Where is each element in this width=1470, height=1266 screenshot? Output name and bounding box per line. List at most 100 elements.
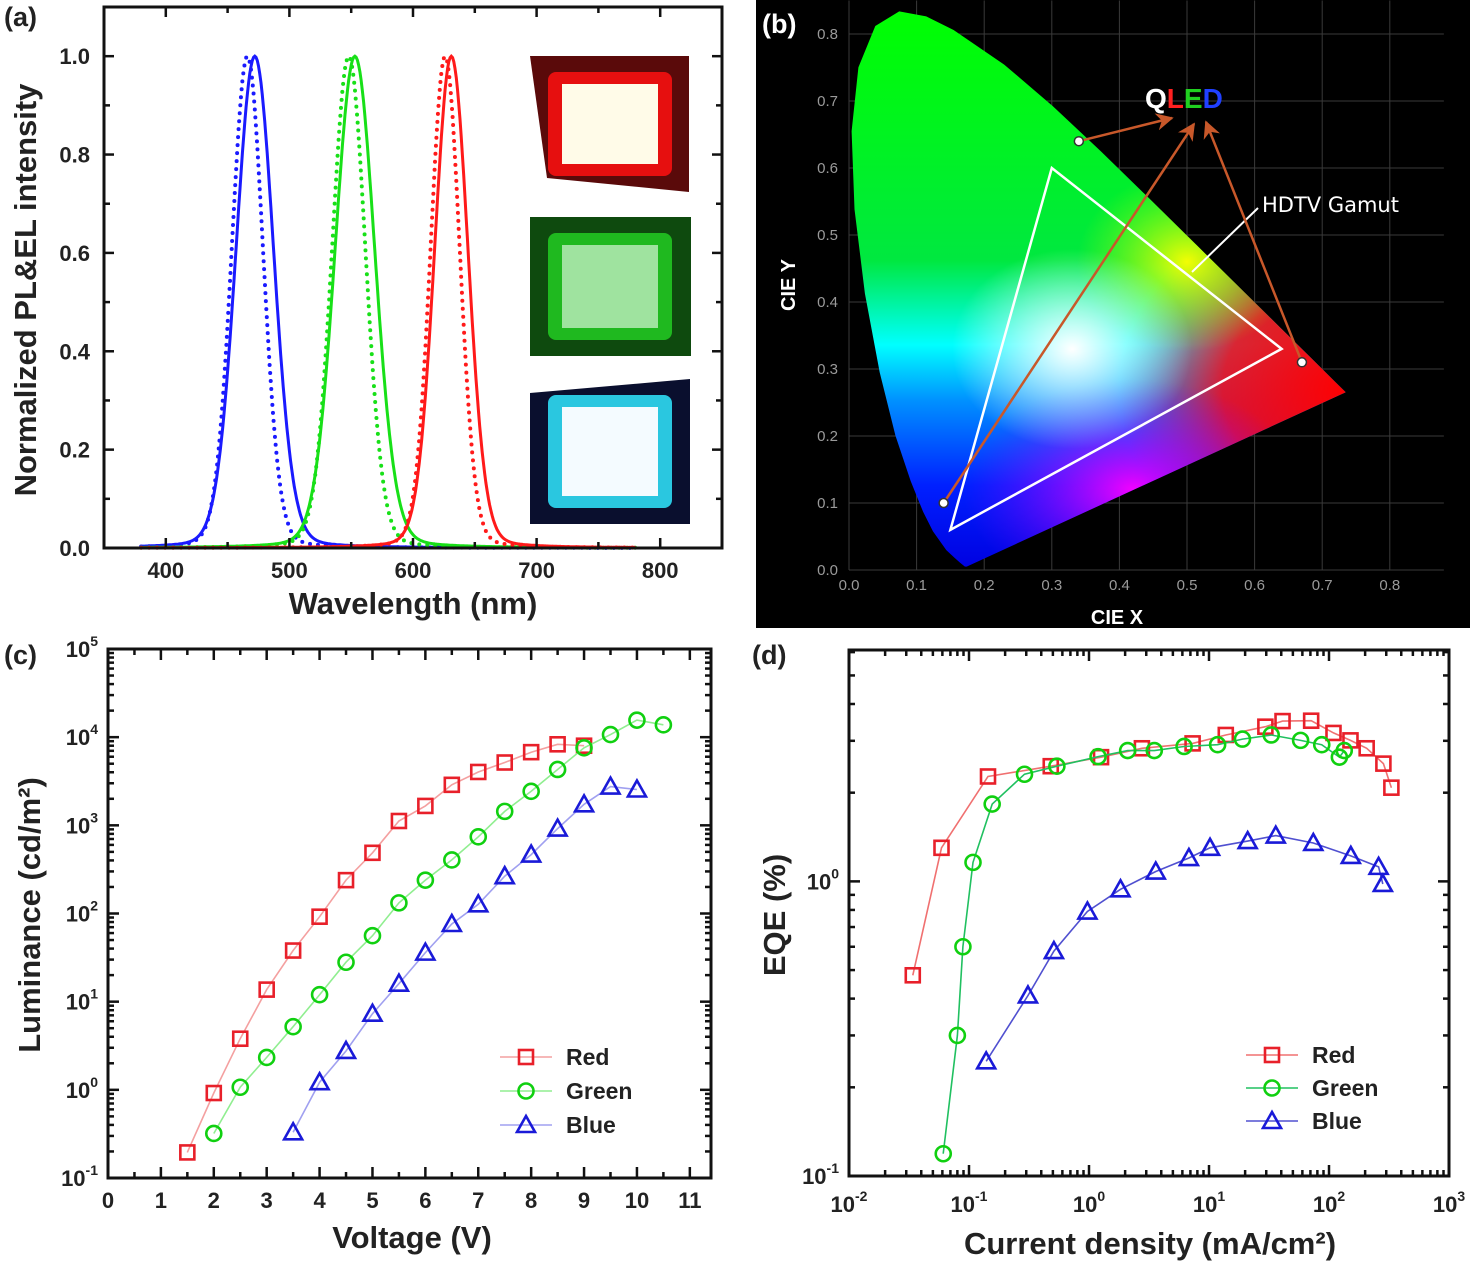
data-point-red bbox=[311, 908, 328, 925]
x-axis-title-a: Wavelength (nm) bbox=[289, 586, 538, 621]
data-point-blue bbox=[1264, 823, 1287, 844]
x-axis-title-c: Voltage (V) bbox=[332, 1220, 492, 1255]
data-point-red bbox=[549, 736, 566, 753]
x-tick-label-a: 800 bbox=[642, 558, 679, 583]
data-point-blue bbox=[599, 774, 622, 795]
y-tick-label-a: 0.2 bbox=[59, 438, 90, 463]
data-point-green bbox=[443, 851, 461, 869]
y-axis-title-b: CIE Y bbox=[778, 258, 800, 311]
y-tick-label-b: 0.2 bbox=[817, 428, 838, 445]
data-point-green bbox=[1015, 765, 1034, 784]
series-green bbox=[934, 726, 1354, 1163]
data-point-green bbox=[1291, 731, 1310, 750]
x-tick-label-a: 500 bbox=[271, 558, 308, 583]
data-point-green bbox=[1262, 726, 1281, 744]
data-point-red bbox=[522, 743, 540, 761]
series-line-blue bbox=[292, 785, 637, 1133]
data-point-green bbox=[1145, 741, 1164, 760]
legend-c: Red Green Blue bbox=[500, 1044, 632, 1138]
legend-d: Red Green Blue bbox=[1246, 1042, 1378, 1134]
device-photo-green bbox=[530, 217, 691, 356]
y-tick-label-c: 105 bbox=[66, 633, 98, 662]
data-point-green bbox=[337, 953, 355, 972]
data-point-blue bbox=[625, 777, 649, 798]
y-tick-label-b: 0.4 bbox=[817, 294, 838, 311]
data-point-blue bbox=[440, 912, 464, 933]
data-point-red bbox=[364, 844, 381, 862]
cie-point-blue bbox=[938, 497, 949, 509]
data-point-green bbox=[601, 725, 620, 744]
y-tick-label-b: 0.5 bbox=[817, 227, 838, 244]
data-point-green bbox=[390, 894, 408, 912]
legend-marker-circle bbox=[517, 1082, 535, 1100]
data-point-red bbox=[1383, 779, 1400, 796]
arrow-blue bbox=[942, 122, 1196, 504]
data-point-red bbox=[179, 1144, 196, 1161]
legend-marker-triangle bbox=[1260, 1109, 1284, 1130]
qled-annotation: QLED bbox=[1145, 83, 1223, 114]
x-tick-label-d: 102 bbox=[1313, 1188, 1345, 1217]
photo-emitting-area bbox=[562, 407, 658, 496]
data-point-green bbox=[1048, 757, 1066, 775]
series-line-blue bbox=[985, 834, 1384, 1062]
data-point-blue bbox=[1302, 831, 1325, 852]
x-tick-label-a: 600 bbox=[395, 558, 432, 583]
photo-emitting-area bbox=[562, 84, 658, 164]
x-tick-label-c: 8 bbox=[525, 1188, 537, 1213]
data-point-blue bbox=[1144, 859, 1167, 880]
data-point-red bbox=[469, 763, 487, 781]
data-point-green bbox=[416, 871, 435, 889]
data-point-green bbox=[934, 1144, 953, 1163]
x-tick-label-b: 0.5 bbox=[1177, 577, 1198, 594]
data-point-green bbox=[1335, 741, 1354, 760]
y-tick-label-d: 100 bbox=[807, 865, 839, 894]
legend-item-green: Green bbox=[1246, 1075, 1378, 1101]
data-point-blue bbox=[519, 842, 543, 863]
x-tick-label-b: 0.3 bbox=[1041, 577, 1062, 594]
data-point-blue bbox=[334, 1039, 358, 1060]
y-tick-label-c: 104 bbox=[66, 721, 98, 750]
arrow-red bbox=[1203, 120, 1304, 363]
legend-label: Green bbox=[1312, 1075, 1378, 1101]
data-point-red bbox=[417, 797, 434, 815]
y-tick-label-b: 0.6 bbox=[817, 160, 838, 177]
legend-item-red: Red bbox=[500, 1044, 609, 1070]
data-point-green bbox=[1233, 730, 1252, 748]
x-tick-label-b: 0.7 bbox=[1312, 577, 1333, 594]
panel-b-cie-diagram: (b) CIE X CIE Y HDTV Gamut 0.0 0.1 0.2 0.3 0… bbox=[756, 0, 1470, 629]
data-point-blue bbox=[1236, 829, 1259, 850]
x-tick-label-b: 0.8 bbox=[1379, 577, 1400, 594]
y-tick-label-c: 103 bbox=[66, 809, 98, 838]
legend-item-blue: Blue bbox=[500, 1112, 616, 1138]
hdtv-gamut-triangle bbox=[948, 165, 1284, 533]
panel-label-d: (d) bbox=[752, 640, 786, 670]
cie-point-green bbox=[1073, 135, 1085, 147]
data-point-red bbox=[231, 1030, 249, 1048]
panel-label-b: (b) bbox=[762, 9, 796, 39]
legend-marker-square bbox=[517, 1048, 535, 1066]
data-point-green bbox=[575, 739, 593, 757]
data-point-green bbox=[983, 795, 1001, 813]
x-tick-label-c: 1 bbox=[155, 1188, 167, 1213]
hdtv-gamut-label: HDTV Gamut bbox=[1262, 193, 1399, 217]
data-point-green bbox=[548, 760, 567, 779]
data-point-blue bbox=[546, 816, 569, 837]
y-tick-label-a: 1.0 bbox=[59, 44, 90, 69]
x-axis-title-b: CIE X bbox=[1091, 607, 1144, 629]
data-point-red bbox=[1302, 712, 1320, 730]
data-point-red bbox=[904, 966, 922, 984]
y-tick-label-b: 0.3 bbox=[817, 361, 838, 378]
data-point-red bbox=[390, 812, 408, 830]
data-point-blue bbox=[1339, 844, 1363, 865]
x-tick-label-c: 5 bbox=[366, 1188, 378, 1213]
x-tick-label-b: 0.2 bbox=[974, 577, 995, 594]
qled-letter: L bbox=[1167, 83, 1184, 114]
data-point-blue bbox=[1076, 899, 1099, 920]
y-tick-label-a: 0.8 bbox=[59, 143, 90, 168]
x-tick-label-c: 0 bbox=[102, 1188, 114, 1213]
legend-label: Green bbox=[566, 1078, 632, 1104]
y-tick-label-c: 101 bbox=[66, 986, 98, 1015]
data-point-green bbox=[310, 985, 329, 1004]
y-tick-label-c: 10-1 bbox=[61, 1162, 98, 1191]
data-point-green bbox=[284, 1017, 302, 1036]
